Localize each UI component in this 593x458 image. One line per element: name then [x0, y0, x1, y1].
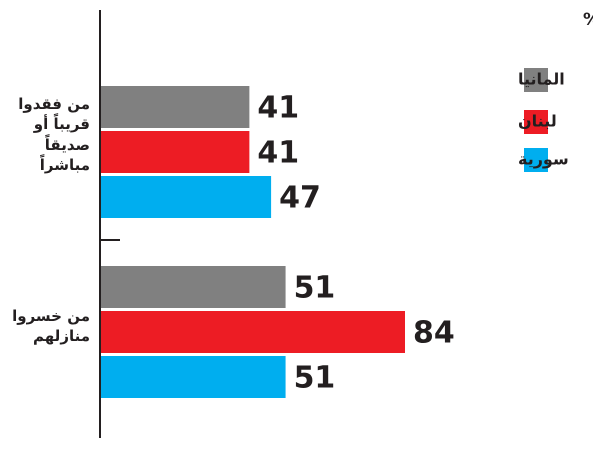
bar — [101, 176, 272, 218]
legend-swatch — [524, 110, 548, 134]
category-label: من فقدوا قريباً أو صديقاً مباشراً — [18, 95, 90, 174]
category-label-box: من خسروا منازلهم — [12, 307, 90, 346]
category-label-box: من فقدوا قريباً أو صديقاً مباشراً — [18, 95, 90, 174]
category-label: من خسروا منازلهم — [12, 307, 90, 346]
legend-label: سورية — [518, 150, 569, 169]
bar — [101, 311, 405, 353]
legend-swatch — [524, 148, 548, 172]
bar — [101, 86, 250, 128]
legend-label: المانيا — [518, 70, 565, 89]
legend-swatch — [524, 68, 548, 92]
value-label: 41 — [257, 136, 299, 171]
value-label: 51 — [294, 271, 336, 306]
legend-label: لبنان — [518, 112, 557, 131]
chart-title: نسبة الشباب الذين تعرضوا لخسائر مباشرة م… — [583, 10, 593, 30]
value-label: 84 — [413, 316, 455, 351]
bar — [101, 356, 286, 398]
value-label: 51 — [294, 361, 336, 396]
value-label: 47 — [279, 181, 321, 216]
bar — [101, 131, 250, 173]
bar — [101, 266, 286, 308]
value-label: 41 — [257, 91, 299, 126]
